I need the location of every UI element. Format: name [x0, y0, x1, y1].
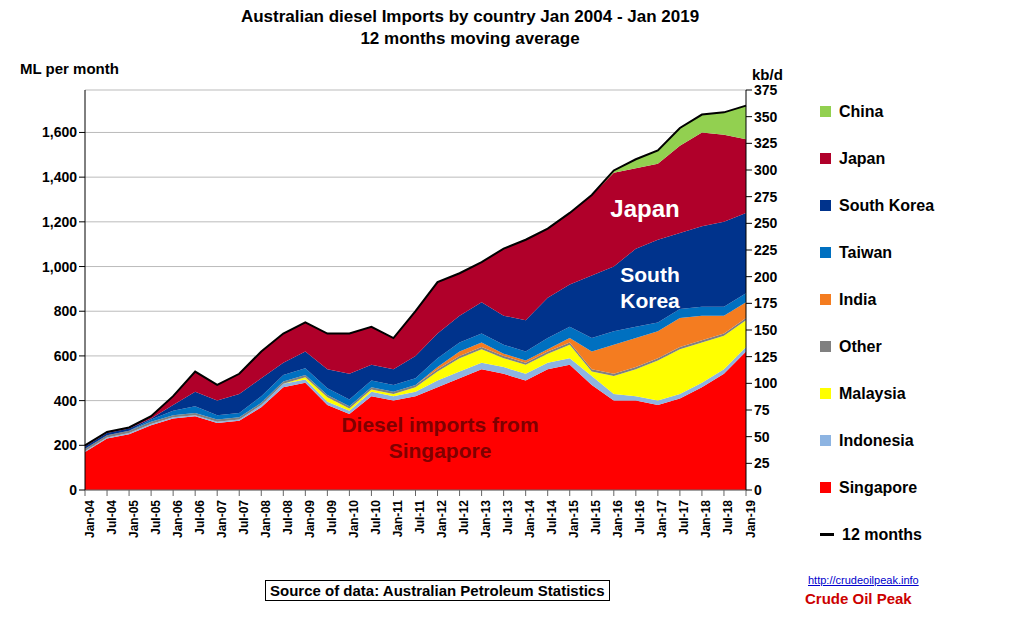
html-text:http://crudeoilpeak.info: http://crudeoilpeak.info: [808, 574, 919, 586]
svg-text:75: 75: [754, 402, 770, 418]
html-text:12 months moving average: 12 months moving average: [360, 29, 580, 48]
svg-text:Jul-11: Jul-11: [413, 500, 427, 534]
svg-text:Jul-04: Jul-04: [105, 500, 119, 535]
svg-text:Jul-13: Jul-13: [501, 500, 515, 535]
svg-text:0: 0: [754, 482, 762, 498]
svg-text:Jul-14: Jul-14: [545, 500, 559, 535]
svg-text:175: 175: [754, 295, 778, 311]
svg-text:Jan-08: Jan-08: [259, 500, 273, 538]
html-text:South Korea: South Korea: [620, 263, 680, 312]
svg-text:Jan-13: Jan-13: [479, 500, 493, 538]
svg-text:Jan-11: Jan-11: [391, 500, 405, 538]
svg-text:100: 100: [754, 375, 778, 391]
svg-text:Jan-06: Jan-06: [171, 500, 185, 538]
svg-text:Jan-05: Jan-05: [127, 500, 141, 538]
html-text:Australian diesel Imports by c: Australian diesel Imports by country Jan…: [240, 7, 700, 26]
svg-text:Jul-15: Jul-15: [589, 500, 603, 535]
html-text:Japan: Japan: [839, 149, 886, 167]
html-text:South Korea: South Korea: [839, 196, 935, 214]
html-text:Indonesia: Indonesia: [839, 431, 914, 449]
svg-text:Jul-08: Jul-08: [281, 500, 295, 535]
svg-text:600: 600: [54, 348, 78, 364]
svg-text:Jan-17: Jan-17: [655, 500, 669, 538]
svg-text:50: 50: [754, 429, 770, 445]
html-text:ML per month: ML per month: [20, 60, 119, 77]
html-text:Japan: Japan: [610, 195, 680, 222]
svg-text:25: 25: [754, 455, 770, 471]
svg-text:Jan-15: Jan-15: [567, 500, 581, 538]
svg-text:Jan-07: Jan-07: [215, 500, 229, 538]
svg-text:Jan-12: Jan-12: [435, 500, 449, 538]
svg-text:200: 200: [754, 269, 778, 285]
html-text:Singapore: Singapore: [839, 478, 918, 496]
svg-text:250: 250: [754, 215, 778, 231]
html-text:China: China: [839, 102, 884, 120]
svg-text:800: 800: [54, 303, 78, 319]
svg-text:Jul-10: Jul-10: [369, 500, 383, 535]
svg-text:1,200: 1,200: [42, 214, 77, 230]
svg-text:275: 275: [754, 189, 778, 205]
svg-text:325: 325: [754, 135, 778, 151]
html-text:kb/d: kb/d: [752, 66, 783, 83]
svg-text:225: 225: [754, 242, 778, 258]
html-text:Diesel imports from Singapore: Diesel imports from Singapore: [341, 413, 539, 462]
svg-text:Jul-17: Jul-17: [677, 500, 691, 535]
svg-text:1,400: 1,400: [42, 169, 77, 185]
svg-text:375: 375: [754, 82, 778, 98]
svg-text:Jul-06: Jul-06: [193, 500, 207, 535]
svg-text:150: 150: [754, 322, 778, 338]
svg-text:350: 350: [754, 109, 778, 125]
html-text:Malaysia: Malaysia: [839, 384, 906, 402]
html-text:12 months: 12 months: [842, 525, 922, 543]
svg-text:Jul-12: Jul-12: [457, 500, 471, 535]
svg-text:Jan-10: Jan-10: [347, 500, 361, 538]
html-text:Crude Oil Peak: Crude Oil Peak: [805, 590, 912, 607]
svg-text:Jul-18: Jul-18: [721, 500, 735, 535]
svg-text:Jan-18: Jan-18: [699, 500, 713, 538]
svg-text:400: 400: [54, 393, 78, 409]
svg-text:Jul-05: Jul-05: [149, 500, 163, 535]
svg-text:125: 125: [754, 349, 778, 365]
svg-text:1,000: 1,000: [42, 259, 77, 275]
svg-text:Jan-04: Jan-04: [83, 500, 97, 538]
svg-text:Jul-07: Jul-07: [237, 500, 251, 535]
html-text:India: India: [839, 290, 877, 308]
svg-text:Jul-16: Jul-16: [633, 500, 647, 535]
svg-text:Jan-16: Jan-16: [611, 500, 625, 538]
html-text:Taiwan: Taiwan: [839, 243, 892, 261]
svg-text:300: 300: [754, 162, 778, 178]
svg-text:200: 200: [54, 437, 78, 453]
html-text:Other: Other: [839, 337, 882, 355]
svg-text:1,600: 1,600: [42, 124, 77, 140]
svg-text:Jan-09: Jan-09: [303, 500, 317, 538]
html-text:Source of data: Australian Pet: Source of data: Australian Petroleum Sta…: [270, 582, 605, 599]
svg-text:0: 0: [69, 482, 77, 498]
svg-text:Jul-09: Jul-09: [325, 500, 339, 535]
svg-text:Jan-19: Jan-19: [744, 500, 758, 538]
svg-text:Jan-14: Jan-14: [523, 500, 537, 538]
